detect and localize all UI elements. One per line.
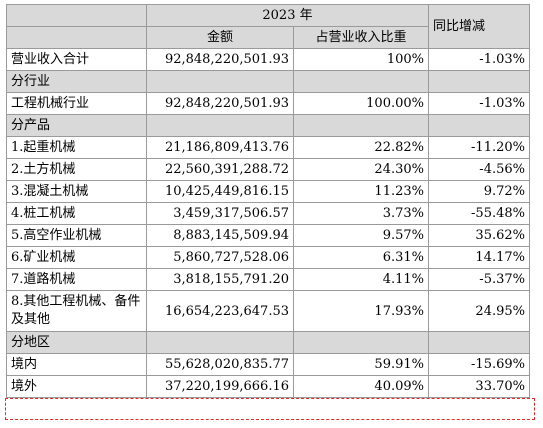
row-label: 6.矿业机械 <box>6 246 147 269</box>
table-row: 6.矿业机械 5,860,727,528.06 6.31% 14.17% <box>6 246 530 269</box>
row-share: 40.09% <box>293 375 429 398</box>
row-share: 100.00% <box>293 92 429 115</box>
table-row: 3.混凝土机械 10,425,449,816.15 11.23% 9.72% <box>6 180 530 203</box>
row-yoy: 14.17% <box>428 246 530 269</box>
row-share: 59.91% <box>293 353 429 376</box>
row-amount: 92,848,220,501.93 <box>146 92 294 115</box>
row-share: 24.30% <box>293 158 429 181</box>
header-yoy: 同比增减 <box>428 4 530 49</box>
row-label: 境外 <box>6 375 147 398</box>
row-amount: 10,425,449,816.15 <box>146 180 294 203</box>
row-yoy: 24.95% <box>428 290 530 332</box>
row-share: 17.93% <box>293 290 429 332</box>
row-amount: 37,220,199,666.16 <box>146 375 294 398</box>
section-industry-row: 分行业 <box>6 70 530 93</box>
row-label: 营业收入合计 <box>6 48 147 71</box>
row-label: 8.其他工程机械、备件及其他 <box>6 290 147 332</box>
row-label: 4.桩工机械 <box>6 202 147 225</box>
row-share: 100% <box>293 48 429 71</box>
row-amount: 92,848,220,501.93 <box>146 48 294 71</box>
row-yoy: -55.48% <box>428 202 530 225</box>
table-row: 1.起重机械 21,186,809,413.76 22.82% -11.20% <box>6 136 530 159</box>
row-amount: 3,459,317,506.57 <box>146 202 294 225</box>
row-label: 境内 <box>6 353 147 376</box>
table-row: 8.其他工程机械、备件及其他 16,654,223,647.53 17.93% … <box>6 290 530 332</box>
row-share: 6.31% <box>293 246 429 269</box>
row-amount: 16,654,223,647.53 <box>146 290 294 332</box>
row-share: 4.11% <box>293 268 429 291</box>
row-share: 11.23% <box>293 180 429 203</box>
row-yoy: 35.62% <box>428 224 530 247</box>
row-yoy: 9.72% <box>428 180 530 203</box>
section-label: 分行业 <box>6 70 147 93</box>
section-label: 分地区 <box>6 331 147 354</box>
row-yoy: -1.03% <box>428 92 530 115</box>
row-label: 5.高空作业机械 <box>6 224 147 247</box>
table-row: 2.土方机械 22,560,391,288.72 24.30% -4.56% <box>6 158 530 181</box>
header-amount: 金额 <box>146 26 294 49</box>
highlight-box <box>5 398 535 420</box>
row-amount: 55,628,020,835.77 <box>146 353 294 376</box>
table-row: 7.道路机械 3,818,155,791.20 4.11% -5.37% <box>6 268 530 291</box>
header-year: 2023 年 <box>146 4 429 27</box>
row-label: 2.土方机械 <box>6 158 147 181</box>
row-amount: 8,883,145,509.94 <box>146 224 294 247</box>
row-industry: 工程机械行业 92,848,220,501.93 100.00% -1.03% <box>6 92 530 115</box>
row-yoy: -4.56% <box>428 158 530 181</box>
row-yoy: -1.03% <box>428 48 530 71</box>
row-yoy: 33.70% <box>428 375 530 398</box>
section-region-row: 分地区 <box>6 331 530 354</box>
header-blank-2 <box>6 26 147 49</box>
row-label: 3.混凝土机械 <box>6 180 147 203</box>
row-label: 工程机械行业 <box>6 92 147 115</box>
table-row: 5.高空作业机械 8,883,145,509.94 9.57% 35.62% <box>6 224 530 247</box>
section-label: 分产品 <box>6 114 147 137</box>
row-share: 3.73% <box>293 202 429 225</box>
section-product-row: 分产品 <box>6 114 530 137</box>
row-amount: 3,818,155,791.20 <box>146 268 294 291</box>
row-share: 22.82% <box>293 136 429 159</box>
row-yoy: -5.37% <box>428 268 530 291</box>
row-total: 营业收入合计 92,848,220,501.93 100% -1.03% <box>6 48 530 71</box>
revenue-table: 2023 年 同比增减 金额 占营业收入比重 营业收入合计 92,848,220… <box>6 4 530 398</box>
row-amount: 5,860,727,528.06 <box>146 246 294 269</box>
row-amount: 21,186,809,413.76 <box>146 136 294 159</box>
table-row: 境内 55,628,020,835.77 59.91% -15.69% <box>6 353 530 376</box>
row-share: 9.57% <box>293 224 429 247</box>
table-row-highlighted: 境外 37,220,199,666.16 40.09% 33.70% <box>6 375 530 398</box>
header-share: 占营业收入比重 <box>293 26 429 49</box>
row-label: 1.起重机械 <box>6 136 147 159</box>
row-yoy: -11.20% <box>428 136 530 159</box>
row-amount: 22,560,391,288.72 <box>146 158 294 181</box>
row-yoy: -15.69% <box>428 353 530 376</box>
row-label: 7.道路机械 <box>6 268 147 291</box>
header-blank <box>6 4 147 27</box>
table-row: 4.桩工机械 3,459,317,506.57 3.73% -55.48% <box>6 202 530 225</box>
